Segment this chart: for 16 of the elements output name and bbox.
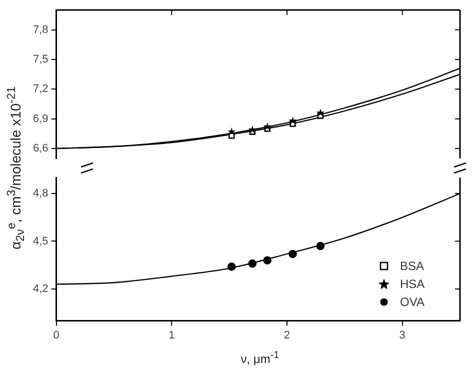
x-tick-label: 2	[284, 329, 290, 342]
x-tick-label: 1	[168, 329, 175, 342]
x-axis-title: ν, μm$^{-1}$	[240, 350, 280, 366]
y-tick-label: 6,9	[32, 112, 48, 125]
y-tick-label: 7,5	[32, 54, 48, 66]
y-tick-label: 4,5	[32, 235, 48, 248]
y-tick-label: 7,2	[32, 83, 48, 96]
x-tick-label: 0	[53, 329, 60, 342]
y-tick-label: 4,8	[32, 188, 48, 200]
legend-label: HSA	[400, 276, 425, 293]
y-tick-label: 6,6	[32, 142, 48, 155]
y-tick-label: 7,8	[32, 24, 48, 36]
text: OVA	[400, 294, 424, 311]
y-tick-label: 4,2	[32, 283, 48, 296]
legend-label: BSA	[400, 258, 424, 275]
x-tick-label: 3	[399, 329, 406, 342]
